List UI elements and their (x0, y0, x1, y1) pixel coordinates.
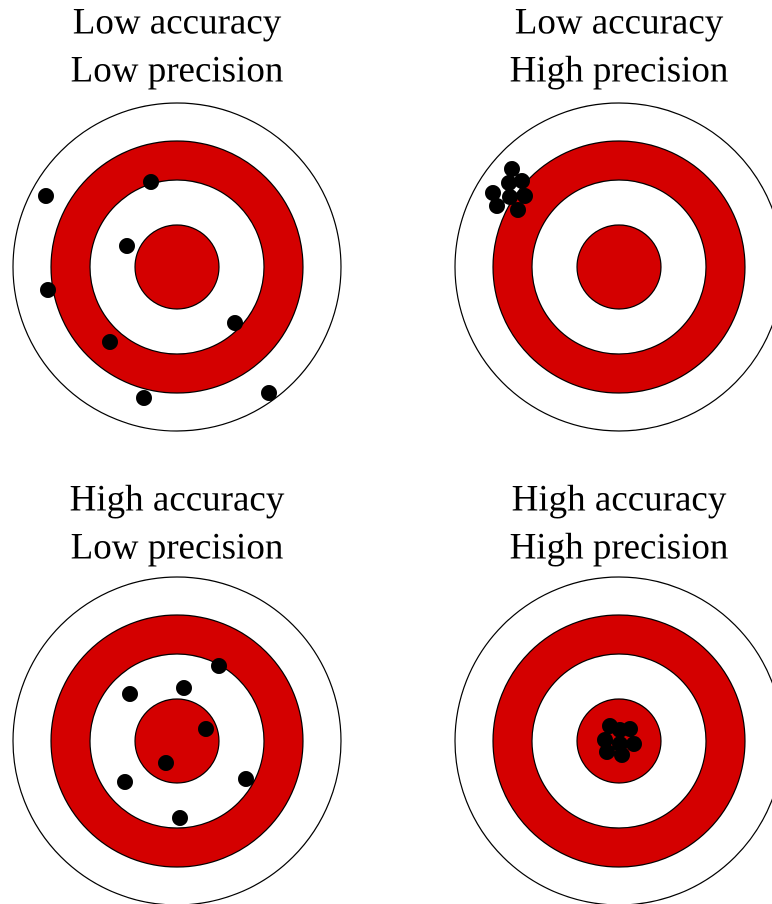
shot-dot (38, 188, 54, 204)
shot-dot (622, 721, 638, 737)
shot-dot (485, 185, 501, 201)
shot-dot (211, 658, 227, 674)
shot-dot (597, 732, 613, 748)
shot-dot (501, 175, 517, 191)
shot-dot (40, 282, 56, 298)
shot-dot (238, 771, 254, 787)
shot-dot (117, 774, 133, 790)
shot-dot (510, 202, 526, 218)
target-panel: High accuracy Low precision (12, 478, 342, 904)
target-bullseye (134, 224, 220, 310)
precision-label: Low precision (71, 49, 284, 90)
precision-label: High precision (510, 526, 729, 567)
shot-dot (261, 385, 277, 401)
shot-dot (227, 315, 243, 331)
shot-dot (504, 161, 520, 177)
accuracy-label: Low accuracy (515, 1, 724, 42)
shot-dot (102, 334, 118, 350)
shot-dot (119, 238, 135, 254)
shot-dot (122, 686, 138, 702)
shot-dot (176, 680, 192, 696)
shot-dot (489, 198, 505, 214)
shot-dot (626, 736, 642, 752)
shot-dot (517, 188, 533, 204)
accuracy-label: High accuracy (512, 478, 727, 519)
shot-dot (514, 173, 530, 189)
target-bullseye (576, 224, 662, 310)
target-panel: Low accuracy Low precision (12, 1, 342, 432)
precision-label: Low precision (71, 526, 284, 567)
shot-dot (198, 721, 214, 737)
target-bullseye (134, 698, 220, 784)
shot-dot (614, 747, 630, 763)
shot-dot (502, 189, 518, 205)
target-panel: High accuracy High precision (454, 478, 772, 904)
shot-dot (599, 744, 615, 760)
precision-label: High precision (510, 49, 729, 90)
shot-dot (143, 174, 159, 190)
shot-dot (172, 810, 188, 826)
shot-dot (158, 755, 174, 771)
shot-dot (136, 390, 152, 406)
accuracy-label: High accuracy (70, 478, 285, 519)
accuracy-label: Low accuracy (73, 1, 282, 42)
target-panel: Low accuracy High precision (454, 1, 772, 432)
